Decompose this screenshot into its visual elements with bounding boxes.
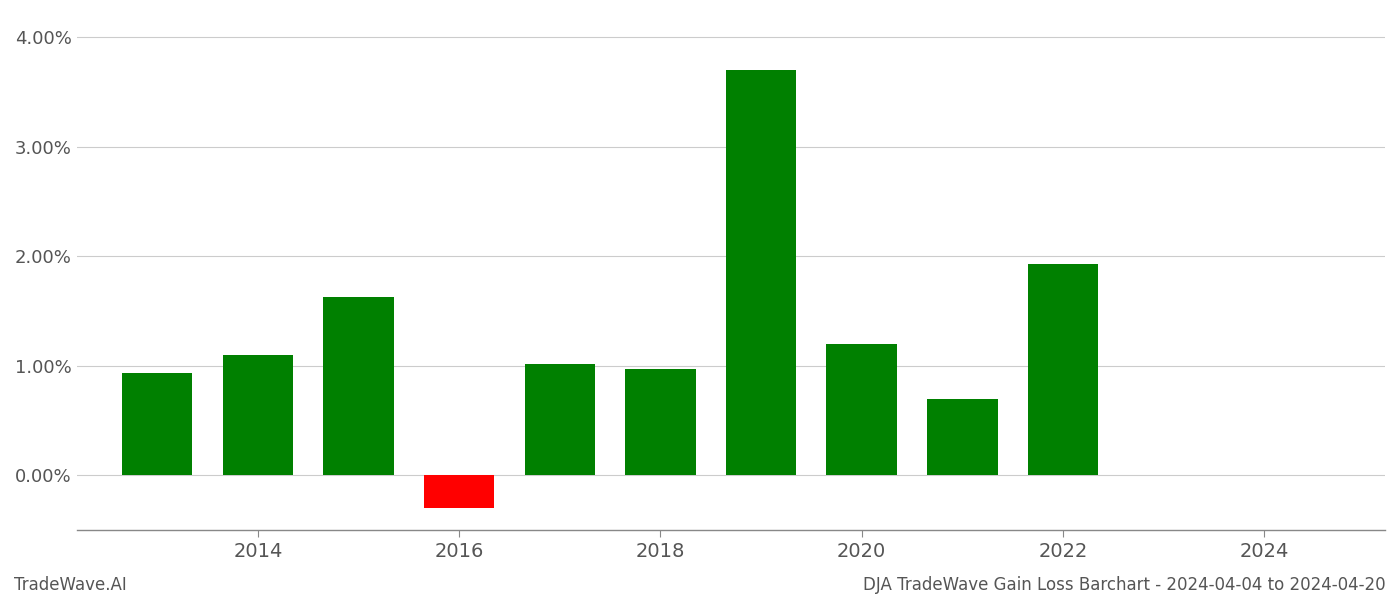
Text: DJA TradeWave Gain Loss Barchart - 2024-04-04 to 2024-04-20: DJA TradeWave Gain Loss Barchart - 2024-… xyxy=(864,576,1386,594)
Bar xyxy=(122,373,192,475)
Bar xyxy=(725,70,797,475)
Bar xyxy=(1028,264,1098,475)
Text: TradeWave.AI: TradeWave.AI xyxy=(14,576,127,594)
Bar xyxy=(525,364,595,475)
Bar xyxy=(626,369,696,475)
Bar xyxy=(826,344,897,475)
Bar xyxy=(424,475,494,508)
Bar xyxy=(223,355,293,475)
Bar xyxy=(927,398,998,475)
Bar xyxy=(323,297,393,475)
